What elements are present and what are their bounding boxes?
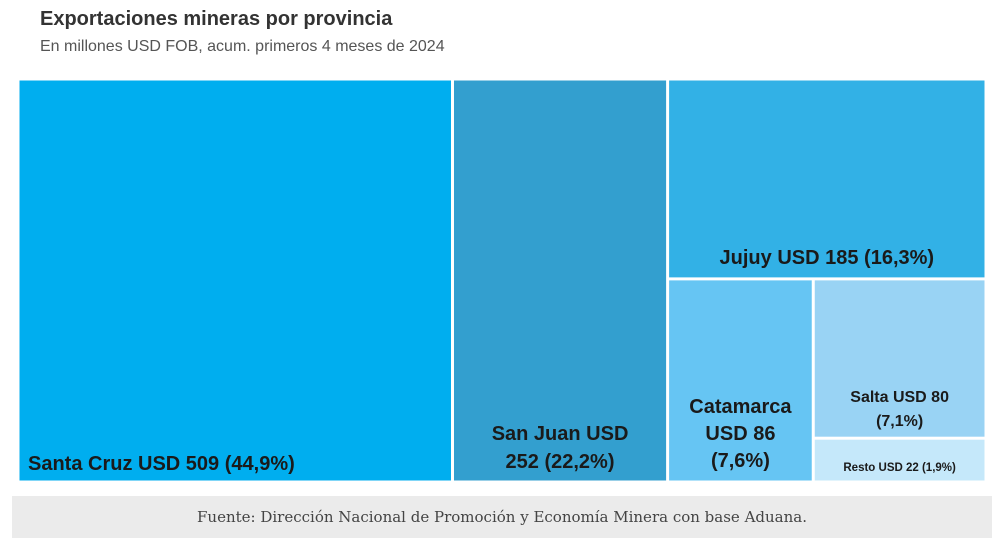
treemap-label-line: San Juan USD (492, 423, 629, 445)
source-text: Fuente: Dirección Nacional de Promoción … (197, 508, 807, 526)
treemap-label-catamarca: Catamarca USD 86 (7,6%) (689, 396, 792, 472)
treemap-cell-resto (814, 439, 985, 481)
treemap-label-line: Resto USD 22 (1,9%) (843, 462, 956, 474)
source-footer: Fuente: Dirección Nacional de Promoción … (12, 496, 992, 538)
treemap-label-line: 252 (22,2%) (506, 451, 615, 473)
treemap-label-line: (7,6%) (711, 450, 770, 472)
treemap-label-san-juan: San Juan USD 252 (22,2%) (492, 423, 629, 473)
treemap-label-resto: Resto USD 22 (1,9%) (843, 462, 956, 474)
treemap-cell-san-juan (453, 80, 667, 481)
treemap-label-santa-cruz: Santa Cruz USD 509 (44,9%) (28, 453, 295, 475)
treemap-label-line: (7,1%) (876, 413, 923, 430)
treemap-label-line: Salta USD 80 (850, 389, 949, 406)
treemap-label-jujuy: Jujuy USD 185 (16,3%) (720, 247, 935, 269)
treemap-cell-jujuy (669, 80, 985, 278)
chart-title: Exportaciones mineras por provincia (40, 8, 393, 30)
treemap-label-line: USD 86 (705, 423, 775, 445)
treemap-label-salta: Salta USD 80 (7,1%) (850, 389, 949, 430)
treemap-label-line: Santa Cruz USD 509 (44,9%) (28, 453, 295, 475)
treemap-label-line: Jujuy USD 185 (16,3%) (720, 247, 935, 269)
treemap-label-line: Catamarca (689, 396, 792, 418)
treemap-cell-santa-cruz (19, 80, 451, 481)
treemap-cell-catamarca (669, 280, 812, 481)
chart-subtitle: En millones USD FOB, acum. primeros 4 me… (40, 38, 445, 55)
treemap-cell-salta (814, 280, 985, 437)
